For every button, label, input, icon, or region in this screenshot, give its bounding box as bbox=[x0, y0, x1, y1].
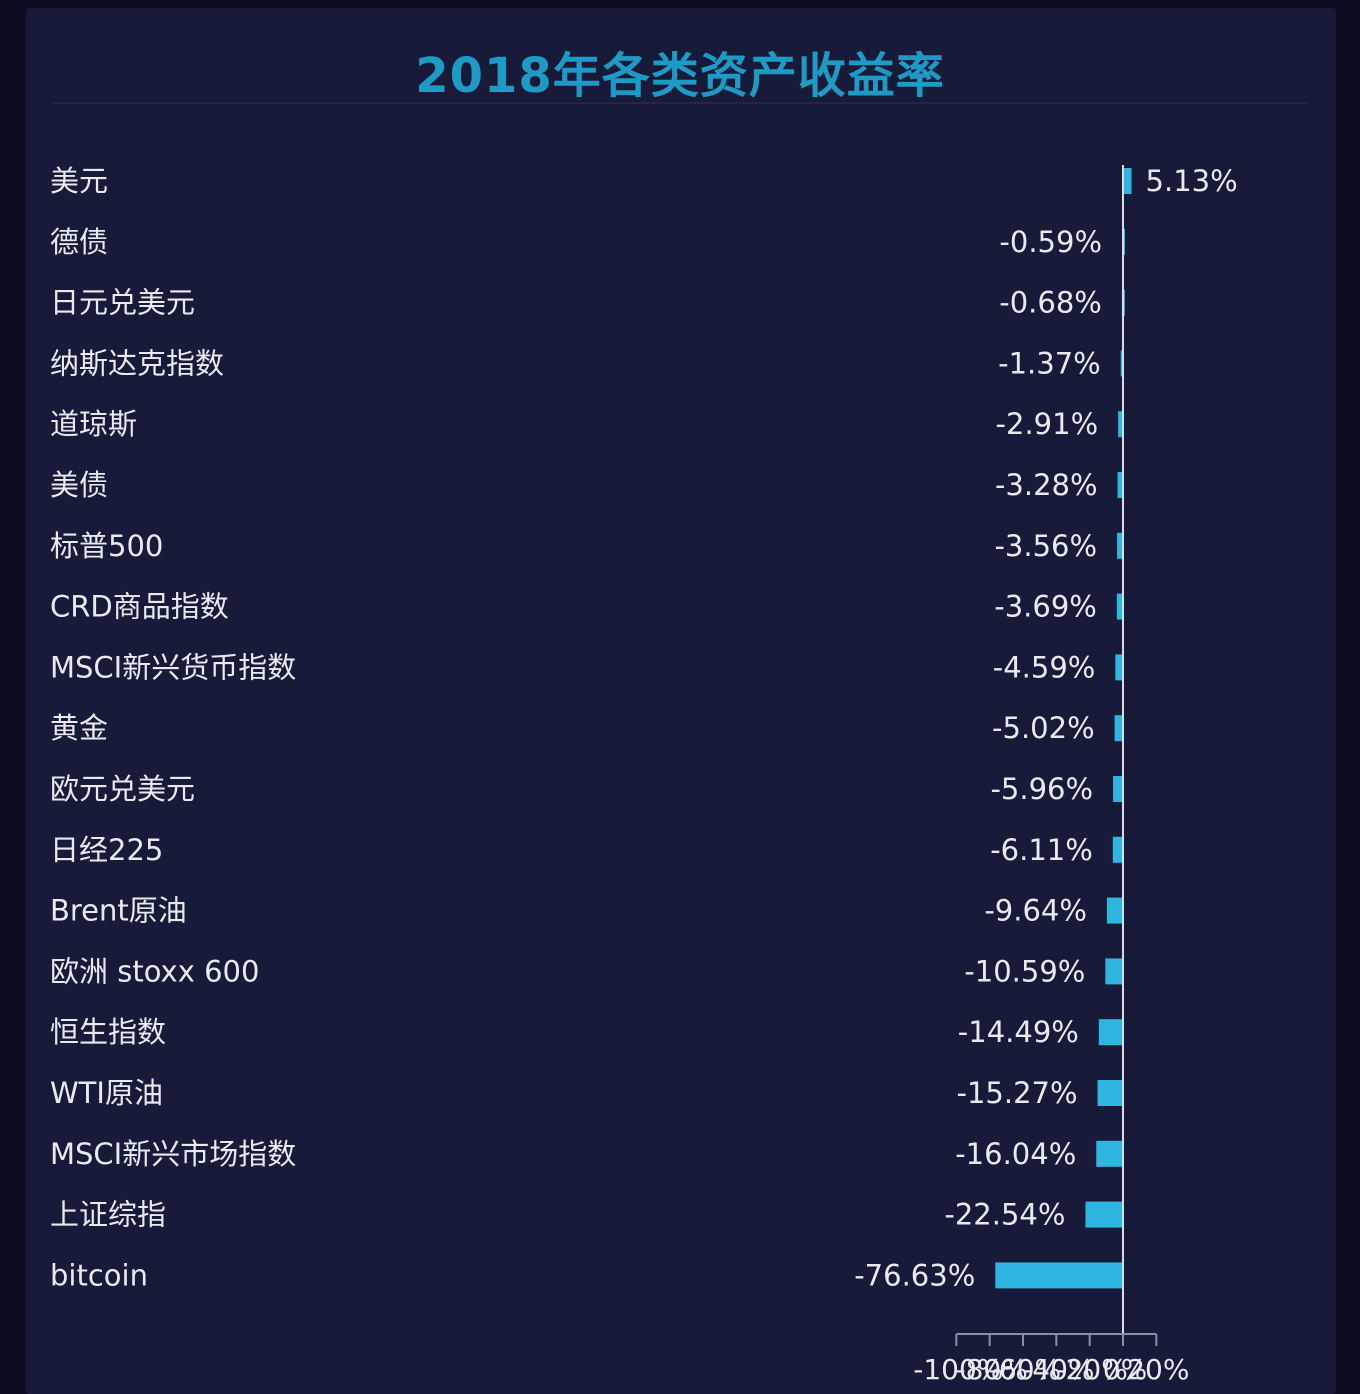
value-label: -3.69% bbox=[994, 590, 1097, 624]
bar bbox=[1106, 897, 1123, 924]
value-label: -5.96% bbox=[990, 772, 1093, 806]
value-label: -3.56% bbox=[994, 529, 1097, 563]
category-label: 恒生指数 bbox=[50, 1015, 166, 1049]
category-label: 美元 bbox=[50, 164, 108, 198]
bar bbox=[1116, 593, 1123, 620]
category-label: 日元兑美元 bbox=[50, 286, 195, 320]
bar bbox=[995, 1262, 1123, 1289]
chart-title: 2018年各类资产收益率 bbox=[415, 48, 945, 104]
bar bbox=[1113, 776, 1123, 802]
value-label: -9.64% bbox=[984, 894, 1087, 928]
value-label: -4.59% bbox=[993, 650, 1096, 684]
value-label: -5.02% bbox=[992, 711, 1095, 745]
bar bbox=[1085, 1201, 1123, 1228]
bar bbox=[1117, 472, 1123, 498]
category-label: 欧元兑美元 bbox=[50, 772, 195, 806]
x-tick-label: -20% bbox=[1055, 1353, 1127, 1386]
title-divider bbox=[52, 102, 1308, 104]
bar bbox=[1115, 654, 1123, 681]
value-label: -10.59% bbox=[964, 954, 1085, 988]
category-label: 日经225 bbox=[50, 833, 163, 867]
bar bbox=[1112, 836, 1123, 863]
value-label: -14.49% bbox=[958, 1015, 1079, 1049]
bar bbox=[1114, 715, 1123, 742]
bar bbox=[1118, 411, 1123, 438]
bar bbox=[1105, 958, 1123, 985]
category-label: 上证综指 bbox=[50, 1198, 166, 1232]
category-label: 标普500 bbox=[50, 529, 163, 563]
x-tick-label: -80% bbox=[955, 1353, 1027, 1386]
value-label: -76.63% bbox=[854, 1258, 975, 1292]
x-tick-label: -40% bbox=[1022, 1353, 1094, 1386]
category-label: bitcoin bbox=[50, 1258, 148, 1292]
value-label: -0.59% bbox=[999, 225, 1102, 259]
value-label: -15.27% bbox=[957, 1076, 1078, 1110]
category-label: 欧洲 stoxx 600 bbox=[50, 954, 259, 988]
value-label: -2.91% bbox=[996, 407, 1099, 441]
value-label: 5.13% bbox=[1146, 164, 1238, 198]
category-label: CRD商品指数 bbox=[50, 590, 229, 624]
category-label: 道琼斯 bbox=[50, 407, 137, 441]
bar bbox=[1097, 1080, 1123, 1106]
bar bbox=[1117, 532, 1123, 559]
category-label: MSCI新兴市场指数 bbox=[50, 1137, 296, 1171]
category-label: 纳斯达克指数 bbox=[50, 346, 224, 380]
category-label: 德债 bbox=[50, 225, 108, 259]
bar bbox=[1098, 1019, 1123, 1046]
x-tick-label: 0% bbox=[1103, 1353, 1147, 1386]
value-label: -3.28% bbox=[995, 468, 1098, 502]
category-label: MSCI新兴货币指数 bbox=[50, 650, 296, 684]
bar bbox=[1123, 168, 1132, 194]
value-label: -1.37% bbox=[998, 346, 1101, 380]
x-tick-label: 20% bbox=[1127, 1353, 1189, 1386]
value-label: -6.11% bbox=[990, 833, 1093, 867]
x-tick-label: -60% bbox=[989, 1353, 1061, 1386]
category-label: Brent原油 bbox=[50, 894, 187, 928]
value-label: -0.68% bbox=[999, 286, 1102, 320]
value-label: -22.54% bbox=[944, 1198, 1065, 1232]
category-label: WTI原油 bbox=[50, 1076, 163, 1110]
value-label: -16.04% bbox=[955, 1137, 1076, 1171]
category-label: 黄金 bbox=[50, 711, 108, 745]
category-label: 美债 bbox=[50, 468, 108, 502]
bar bbox=[1096, 1140, 1123, 1167]
x-tick-label: -100% bbox=[913, 1353, 1003, 1386]
